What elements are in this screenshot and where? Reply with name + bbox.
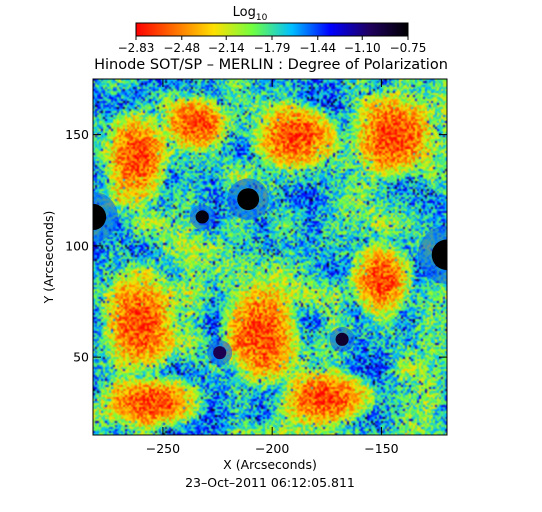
x-axis-ticks: −250 −200 −150 <box>146 79 399 456</box>
y-tick-label: 150 <box>65 127 89 142</box>
polarization-core <box>93 203 107 231</box>
polarization-core <box>431 239 447 271</box>
heatmap-features <box>93 178 447 366</box>
x-tick-label: −200 <box>255 441 289 456</box>
colorbar-label: Log10 <box>233 5 268 23</box>
colorbar-ticks: −2.83 −2.48 −2.14 −1.79 −1.44 −1.10 −0.75 <box>118 36 427 55</box>
chart-title: Hinode SOT/SP – MERLIN : Degree of Polar… <box>94 57 448 73</box>
polarization-core <box>195 210 209 224</box>
y-axis-ticks: 50 100 150 <box>65 127 447 365</box>
polarization-core <box>335 332 349 346</box>
colorbar-tick-label: −1.10 <box>344 41 381 55</box>
colorbar-tick-label: −2.48 <box>163 41 200 55</box>
colorbar <box>135 22 409 37</box>
heatmap-image <box>93 79 447 435</box>
y-axis-label: Y (Arcseconds) <box>41 211 56 305</box>
colorbar-tick-label: −2.14 <box>208 41 245 55</box>
colorbar-tick-label: −2.83 <box>118 41 155 55</box>
x-axis-label: X (Arcseconds) <box>223 457 317 472</box>
timestamp-footer: 23–Oct–2011 06:12:05.811 <box>185 475 355 490</box>
x-tick-label: −150 <box>364 441 398 456</box>
y-tick-label: 50 <box>73 350 89 365</box>
polarization-core <box>237 188 260 211</box>
colorbar-tick-label: −1.79 <box>254 41 291 55</box>
y-tick-label: 100 <box>65 238 89 253</box>
colorbar-tick-label: −1.44 <box>299 41 336 55</box>
plot-frame <box>92 78 448 436</box>
polarization-core <box>213 346 227 360</box>
x-tick-label: −250 <box>146 441 180 456</box>
colorbar-tick-label: −0.75 <box>390 41 427 55</box>
